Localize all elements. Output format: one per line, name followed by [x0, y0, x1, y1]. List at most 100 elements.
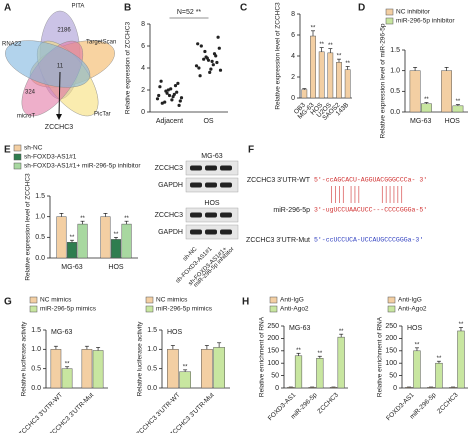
- bar: [329, 387, 338, 389]
- y-tick-label: 50: [271, 372, 279, 379]
- y-axis-label: Relative expression level of ZCCHC3: [25, 173, 32, 281]
- panel-letter: A: [4, 3, 11, 14]
- sequence-label: ZCCHC3 3'UTR-WT: [247, 177, 311, 184]
- y-tick-label: 100: [385, 360, 397, 367]
- y-tick-label: 1.0: [31, 346, 41, 353]
- point: [157, 93, 161, 98]
- bar: [409, 70, 421, 113]
- venn-label: TargetScan: [86, 40, 116, 46]
- point: [206, 58, 211, 62]
- bar: [66, 242, 78, 259]
- legend-swatch: [145, 296, 154, 304]
- bar: [287, 387, 295, 389]
- point: [194, 64, 199, 68]
- band: [190, 212, 202, 218]
- point: [155, 97, 160, 101]
- significance: **: [124, 216, 129, 222]
- point: [170, 98, 174, 102]
- y-tick-label: 2: [291, 74, 295, 81]
- legend-label: Anti-IgG: [398, 297, 422, 304]
- bar: [121, 223, 132, 259]
- sequence-label: miR-296-5p: [273, 207, 310, 214]
- point: [172, 92, 176, 96]
- venn-set: [5, 40, 91, 88]
- bar: [337, 336, 345, 389]
- venn-label: PicTar: [94, 112, 111, 118]
- legend-swatch: [387, 296, 396, 304]
- bar: [294, 355, 303, 389]
- venn-label: PITA: [72, 4, 85, 10]
- band: [205, 212, 217, 218]
- bar: [77, 223, 88, 259]
- band-label: GAPDH: [158, 229, 183, 236]
- y-tick-label: 200: [267, 335, 279, 342]
- band: [190, 165, 202, 171]
- y-tick-label: 0.5: [31, 366, 41, 373]
- y-tick-label: 100: [267, 360, 279, 367]
- band: [190, 229, 202, 235]
- x-tick-label: ZCCHC3: [316, 391, 340, 415]
- y-tick-label: 8: [141, 21, 145, 28]
- x-tick-label: HOS: [108, 264, 124, 271]
- panel-letter: D: [358, 3, 365, 14]
- y-tick-label: 6: [291, 32, 295, 39]
- point: [197, 66, 201, 70]
- x-tick-label: HOS: [445, 118, 461, 125]
- y-tick-label: 1.0: [35, 214, 45, 221]
- significance: **: [459, 322, 464, 328]
- bar: [61, 368, 73, 389]
- y-tick-label: 8: [291, 11, 295, 18]
- chart-title: N=52 **: [177, 9, 202, 16]
- significance: **: [456, 99, 461, 105]
- y-tick-label: 50: [389, 372, 397, 379]
- panel-letter: B: [124, 3, 131, 14]
- chart-title: MG-63: [51, 329, 73, 336]
- y-tick-label: 150: [267, 348, 279, 355]
- target-label: ZCCHC3: [45, 124, 73, 131]
- point: [175, 90, 179, 94]
- bar: [457, 330, 465, 389]
- y-axis-label: Relative luciferase activity: [137, 321, 144, 397]
- venn-label: microT: [17, 114, 36, 120]
- y-tick-label: 4: [141, 65, 145, 72]
- y-axis-label: Relative enrichment of RNA: [377, 316, 384, 397]
- legend-swatch: [13, 162, 22, 170]
- point: [169, 87, 173, 91]
- point: [202, 57, 206, 61]
- bar: [318, 51, 325, 99]
- x-tick-label: Adjacent: [156, 118, 183, 125]
- legend-swatch: [387, 305, 396, 313]
- sequence: 5'-ccAGCACU-AGGUACGGGCCCa- 3': [314, 177, 427, 184]
- significance: **: [65, 361, 70, 367]
- lane-label: miR-296-5p inhibitor: [193, 246, 235, 288]
- y-tick-label: 0.5: [390, 88, 400, 95]
- band: [220, 165, 232, 171]
- legend-swatch: [269, 296, 278, 304]
- point: [177, 103, 181, 107]
- significance: **: [415, 342, 420, 348]
- legend-swatch: [145, 305, 154, 313]
- point: [160, 101, 164, 105]
- bar: [336, 62, 342, 99]
- significance: **: [339, 329, 344, 335]
- band: [190, 182, 202, 188]
- bar: [100, 216, 111, 259]
- y-tick-label: 0: [141, 109, 145, 116]
- y-tick-label: 0.0: [390, 109, 400, 116]
- legend-label: miR-296-5p inhibitor: [396, 18, 455, 25]
- bar: [405, 387, 413, 389]
- chart-title: HOS: [407, 325, 423, 332]
- y-tick-label: 250: [385, 323, 397, 330]
- y-tick-label: 1.5: [390, 47, 400, 54]
- panel-letter: F: [248, 145, 254, 156]
- y-tick-label: 1.5: [35, 193, 45, 200]
- point: [218, 68, 223, 72]
- point: [211, 63, 215, 67]
- y-tick-label: 200: [385, 335, 397, 342]
- bar: [452, 105, 464, 113]
- legend-label: NC inhibitor: [396, 9, 431, 16]
- y-tick-label: 2: [141, 87, 145, 94]
- point: [217, 46, 221, 50]
